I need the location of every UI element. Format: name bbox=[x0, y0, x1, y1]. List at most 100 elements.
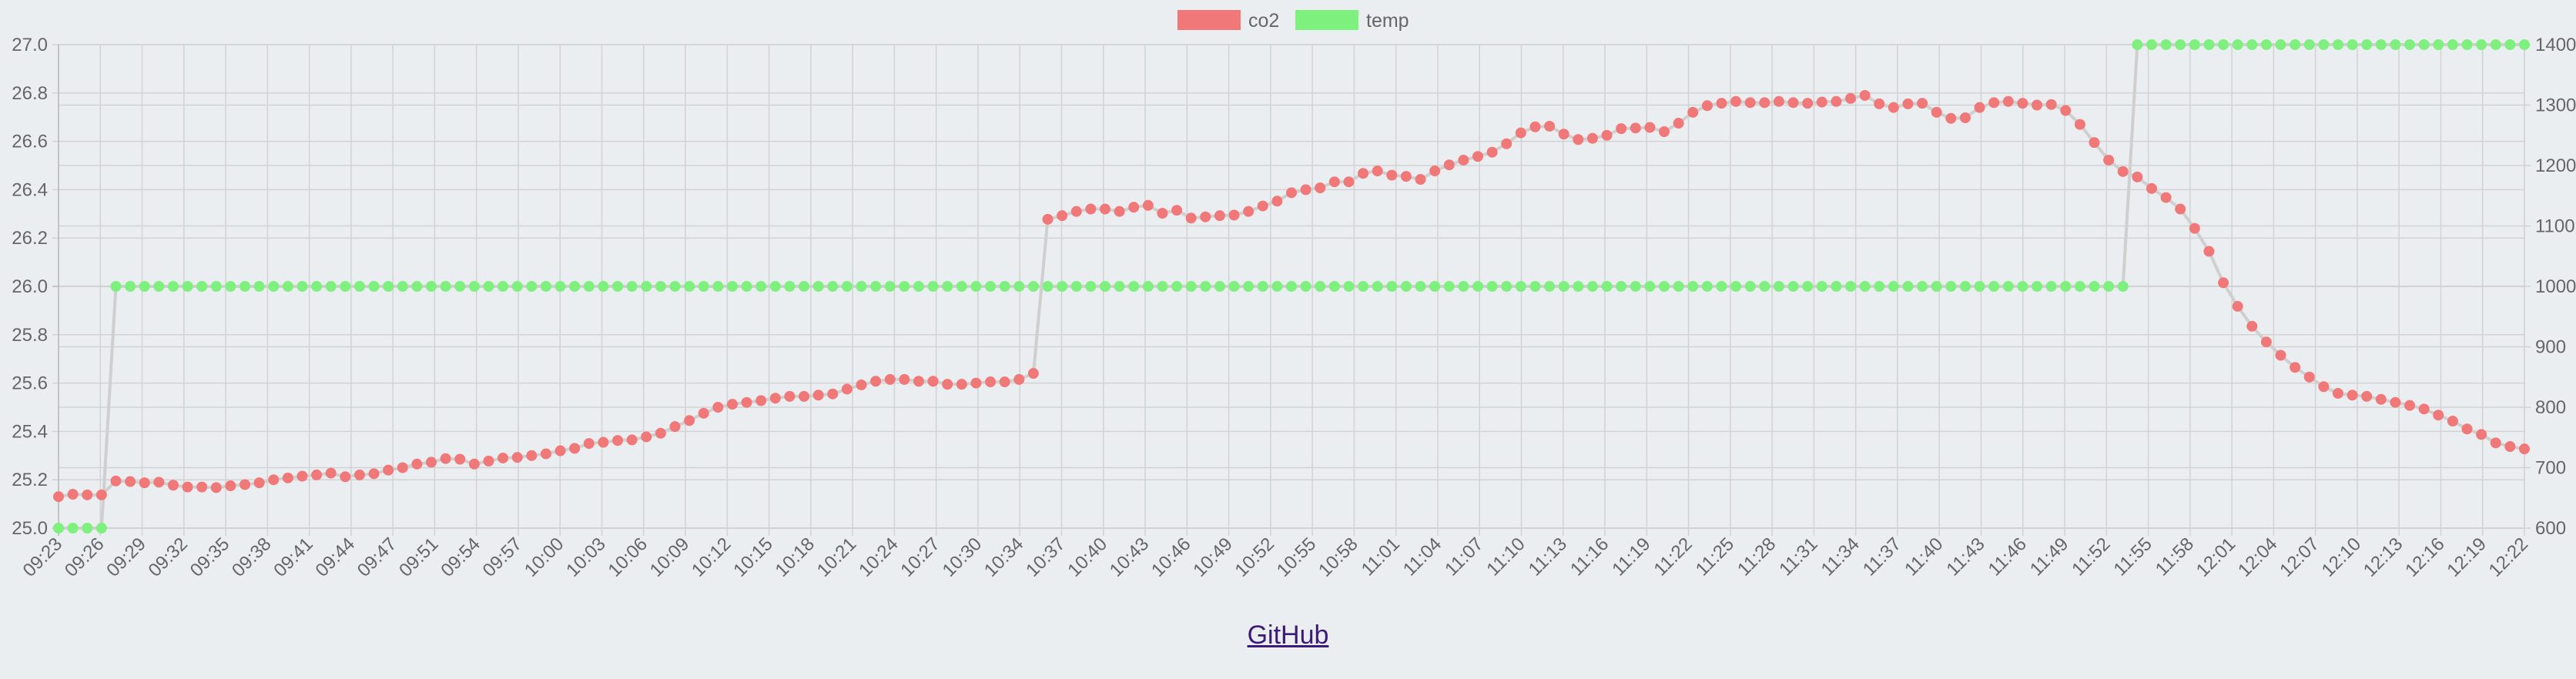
temp-point bbox=[67, 523, 79, 534]
temp-point bbox=[1185, 281, 1197, 292]
co2-point bbox=[1673, 118, 1684, 129]
temp-point bbox=[1558, 281, 1569, 292]
legend-label-co2[interactable]: co2 bbox=[1248, 10, 1279, 32]
co2-point bbox=[598, 436, 609, 448]
temp-point bbox=[669, 281, 681, 292]
co2-point bbox=[669, 421, 681, 433]
co2-point bbox=[1874, 98, 1885, 109]
x-tick-label: 12:22 bbox=[2485, 534, 2533, 581]
x-tick-label: 10:06 bbox=[604, 534, 652, 581]
temp-point bbox=[2476, 39, 2487, 50]
temp-point bbox=[1472, 281, 1484, 292]
temp-point bbox=[741, 281, 752, 292]
x-tick-label: 09:51 bbox=[395, 534, 443, 581]
temp-point bbox=[2275, 39, 2286, 50]
temp-point bbox=[1214, 281, 1225, 292]
x-tick-label: 10:52 bbox=[1231, 534, 1279, 581]
temp-point bbox=[784, 281, 796, 292]
temp-point bbox=[1802, 281, 1814, 292]
footer: GitHub bbox=[0, 620, 2576, 651]
chart-legend[interactable]: co2 temp bbox=[1177, 10, 1409, 32]
temp-point bbox=[1586, 281, 1598, 292]
temp-point bbox=[2390, 39, 2401, 50]
temp-point bbox=[1945, 281, 1957, 292]
y-left-tick-label: 25.2 bbox=[12, 470, 48, 490]
co2-point bbox=[225, 480, 236, 492]
co2-point bbox=[2303, 371, 2315, 383]
y-left-tick-label: 25.6 bbox=[12, 373, 48, 394]
temp-point bbox=[2175, 39, 2186, 50]
y-left-tick-label: 27.0 bbox=[12, 35, 48, 55]
temp-point bbox=[1959, 281, 1971, 292]
co2-point bbox=[353, 469, 365, 480]
x-tick-label: 10:00 bbox=[521, 534, 568, 581]
temp-point bbox=[712, 281, 724, 292]
temp-point bbox=[2074, 281, 2085, 292]
temp-point bbox=[1616, 281, 1627, 292]
temp-point bbox=[1601, 281, 1613, 292]
temp-point bbox=[2160, 39, 2172, 50]
legend-swatch-temp[interactable] bbox=[1295, 10, 1358, 30]
temp-point bbox=[1358, 281, 1369, 292]
co2-point bbox=[1200, 211, 1211, 222]
co2-point bbox=[1214, 210, 1225, 222]
temp-point bbox=[1673, 281, 1684, 292]
x-tick-label: 09:32 bbox=[144, 534, 192, 581]
co2-point bbox=[2447, 416, 2458, 427]
co2-point bbox=[1443, 159, 1455, 171]
co2-point bbox=[1013, 373, 1025, 385]
y-right-tick-label: 700 bbox=[2535, 458, 2566, 479]
temp-point bbox=[2433, 39, 2444, 50]
temp-point bbox=[2404, 39, 2416, 50]
temp-point bbox=[1787, 281, 1799, 292]
x-tick-label: 10:46 bbox=[1147, 534, 1195, 581]
temp-point bbox=[2461, 39, 2473, 50]
co2-point bbox=[2433, 410, 2444, 421]
co2-point bbox=[282, 472, 293, 483]
y-right-tick-label: 1300 bbox=[2535, 95, 2576, 116]
co2-point bbox=[1586, 132, 1598, 144]
legend-label-temp[interactable]: temp bbox=[1366, 10, 1409, 32]
temp-point bbox=[1157, 281, 1168, 292]
x-tick-label: 12:10 bbox=[2318, 534, 2366, 581]
y-left-tick-label: 25.0 bbox=[12, 518, 48, 539]
x-tick-label: 11:25 bbox=[1692, 534, 1738, 580]
temp-point bbox=[2017, 281, 2028, 292]
co2-point bbox=[440, 453, 451, 464]
github-link[interactable]: GitHub bbox=[1247, 620, 1329, 650]
co2-point bbox=[1271, 196, 1283, 207]
temp-point bbox=[540, 281, 551, 292]
temp-point bbox=[999, 281, 1010, 292]
temp-point bbox=[368, 281, 380, 292]
legend-swatch-co2[interactable] bbox=[1177, 10, 1241, 30]
co2-point bbox=[1257, 200, 1268, 212]
temp-point bbox=[196, 281, 208, 292]
temp-point bbox=[1128, 281, 1140, 292]
co2-point bbox=[1027, 368, 1039, 380]
co2-point bbox=[2002, 95, 2014, 107]
x-tick-label: 10:03 bbox=[562, 534, 610, 581]
co2-point bbox=[1515, 127, 1526, 139]
co2-point bbox=[468, 458, 480, 470]
temp-point bbox=[755, 281, 767, 292]
temp-point bbox=[483, 281, 494, 292]
co2-point bbox=[554, 445, 566, 457]
temp-point bbox=[1257, 281, 1268, 292]
co2-point bbox=[1372, 166, 1383, 177]
co2-point bbox=[511, 452, 523, 463]
temp-point bbox=[2002, 281, 2014, 292]
co2-point bbox=[1701, 100, 1713, 112]
temp-point bbox=[1386, 281, 1398, 292]
co2-point bbox=[2375, 393, 2387, 405]
co2-point bbox=[1243, 206, 1255, 217]
co2-point bbox=[253, 477, 265, 489]
series-line-co2 bbox=[58, 93, 2525, 499]
co2-point bbox=[1057, 210, 1068, 222]
temp-point bbox=[554, 281, 566, 292]
co2-point bbox=[383, 464, 394, 476]
temp-point bbox=[1529, 281, 1541, 292]
y-left-tick-label: 25.8 bbox=[12, 325, 48, 346]
co2-point bbox=[125, 476, 136, 487]
co2-point bbox=[1458, 154, 1469, 166]
temp-point bbox=[2232, 39, 2243, 50]
